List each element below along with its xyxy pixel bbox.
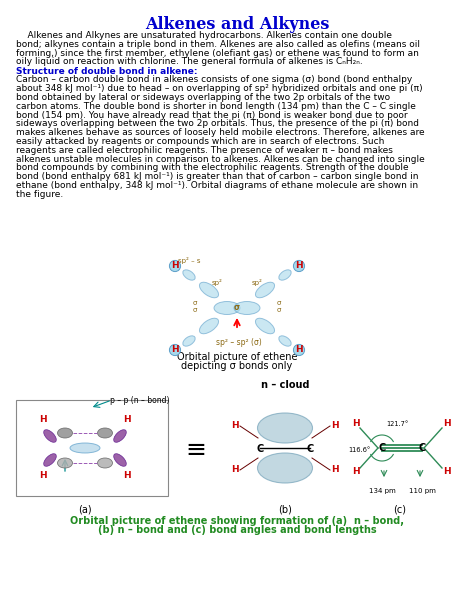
- Text: (b): (b): [278, 504, 292, 514]
- Ellipse shape: [114, 430, 127, 443]
- Text: H: H: [123, 471, 131, 481]
- Text: H: H: [295, 262, 303, 270]
- Text: bond obtained by lateral or sideways overlapping of the two 2p orbitals of the t: bond obtained by lateral or sideways ove…: [16, 93, 390, 102]
- Ellipse shape: [234, 302, 260, 314]
- Ellipse shape: [57, 458, 73, 468]
- Text: H: H: [39, 471, 47, 481]
- Ellipse shape: [44, 430, 56, 443]
- Text: bond (bond enthalpy 681 kJ mol⁻¹) is greater than that of carbon – carbon single: bond (bond enthalpy 681 kJ mol⁻¹) is gre…: [16, 172, 419, 181]
- Ellipse shape: [214, 302, 240, 314]
- Text: σ: σ: [234, 302, 240, 311]
- Text: H: H: [295, 346, 303, 354]
- Ellipse shape: [114, 454, 127, 466]
- Ellipse shape: [98, 458, 112, 468]
- Ellipse shape: [255, 282, 274, 298]
- Text: C: C: [306, 444, 314, 454]
- Text: sp²: sp²: [211, 278, 222, 286]
- Ellipse shape: [257, 413, 312, 443]
- Text: H: H: [231, 465, 239, 474]
- Text: depicting σ bonds only: depicting σ bonds only: [182, 361, 292, 371]
- Text: C: C: [378, 443, 386, 453]
- Ellipse shape: [200, 318, 219, 333]
- Text: alkenes unstable molecules in comparison to alkenes. Alkenes can be changed into: alkenes unstable molecules in comparison…: [16, 154, 425, 164]
- Text: C: C: [256, 444, 264, 454]
- Text: makes alkenes behave as sources of loosely held mobile electrons. Therefore, alk: makes alkenes behave as sources of loose…: [16, 128, 425, 137]
- Text: n – cloud: n – cloud: [261, 380, 309, 390]
- Text: 121.7°: 121.7°: [386, 421, 408, 427]
- Text: H: H: [331, 422, 339, 430]
- Text: sideways overlapping between the two 2p orbitals. Thus, the presence of the pi (: sideways overlapping between the two 2p …: [16, 120, 419, 129]
- Text: Alkenes and Alkynes are unsaturated hydrocarbons. Alkenes contain one double: Alkenes and Alkynes are unsaturated hydr…: [16, 31, 392, 40]
- Text: H: H: [331, 465, 339, 474]
- Text: (c): (c): [393, 504, 407, 514]
- Text: 110 pm: 110 pm: [409, 488, 436, 494]
- Ellipse shape: [183, 336, 195, 346]
- Text: Structure of double bond in alkene:: Structure of double bond in alkene:: [16, 67, 198, 75]
- Text: bond (154 pm). You have already read that the pi (π) bond is weaker bond due to : bond (154 pm). You have already read tha…: [16, 111, 408, 120]
- Ellipse shape: [57, 428, 73, 438]
- Text: forming,) since the first member, ethylene (olefiant gas) or ethene was found to: forming,) since the first member, ethyle…: [16, 48, 419, 58]
- Text: easily attacked by reagents or compounds which are in search of electrons. Such: easily attacked by reagents or compounds…: [16, 137, 384, 146]
- Text: carbon atoms. The double bond is shorter in bond length (134 pm) than the C – C : carbon atoms. The double bond is shorter…: [16, 102, 416, 111]
- Ellipse shape: [183, 270, 195, 280]
- Text: Alkenes and Alkynes: Alkenes and Alkynes: [145, 16, 329, 33]
- Text: sp²: sp²: [252, 278, 263, 286]
- Text: H: H: [123, 416, 131, 424]
- Text: H: H: [443, 468, 451, 476]
- Text: H: H: [443, 419, 451, 428]
- Text: p – p (n – bond): p – p (n – bond): [110, 396, 170, 405]
- Text: sp² – s: sp² – s: [178, 256, 200, 264]
- Text: H: H: [39, 416, 47, 424]
- Text: 116.6°: 116.6°: [348, 447, 370, 453]
- Text: 134 pm: 134 pm: [369, 488, 395, 494]
- Text: H: H: [171, 262, 179, 270]
- Ellipse shape: [279, 336, 291, 346]
- Text: (b) n – bond and (c) bond angles and bond lengths: (b) n – bond and (c) bond angles and bon…: [98, 525, 376, 535]
- Text: reagents are called electrophilic reagents. The presence of weaker π – bond make: reagents are called electrophilic reagen…: [16, 146, 393, 155]
- Ellipse shape: [200, 282, 219, 298]
- Ellipse shape: [257, 453, 312, 483]
- Text: about 348 kJ mol⁻¹) due to head – on overlapping of sp² hybridized orbitals and : about 348 kJ mol⁻¹) due to head – on ove…: [16, 85, 423, 93]
- Bar: [16, 400, 168, 496]
- Ellipse shape: [279, 270, 291, 280]
- Text: ≡: ≡: [185, 438, 207, 462]
- Text: the figure.: the figure.: [16, 190, 63, 199]
- Text: oily liquid on reaction with chlorine. The general formula of alkenes is CₙH₂ₙ.: oily liquid on reaction with chlorine. T…: [16, 58, 363, 66]
- Ellipse shape: [70, 443, 100, 453]
- Text: Carbon – carbon double bond in alkenes consists of one sigma (σ) bond (bond enth: Carbon – carbon double bond in alkenes c…: [16, 75, 412, 85]
- Ellipse shape: [255, 318, 274, 333]
- Ellipse shape: [98, 428, 112, 438]
- Text: H: H: [352, 419, 360, 428]
- Ellipse shape: [44, 454, 56, 466]
- Text: σ: σ: [277, 300, 281, 306]
- Text: σ: σ: [193, 307, 197, 313]
- Text: Orbital picture of ethene showing formation of (a)  n – bond,: Orbital picture of ethene showing format…: [70, 516, 404, 526]
- Text: (a): (a): [78, 504, 92, 514]
- Text: H: H: [231, 422, 239, 430]
- Text: σ: σ: [277, 307, 281, 313]
- Text: bond compounds by combining with the electrophilic reagents. Strength of the dou: bond compounds by combining with the ele…: [16, 164, 409, 172]
- Text: Orbital picture of ethene: Orbital picture of ethene: [177, 352, 297, 362]
- Text: C: C: [419, 443, 426, 453]
- Text: H: H: [171, 346, 179, 354]
- Text: σ: σ: [193, 300, 197, 306]
- Text: bond; alkynes contain a triple bond in them. Alkenes are also called as olefins : bond; alkynes contain a triple bond in t…: [16, 40, 420, 49]
- Text: H: H: [352, 468, 360, 476]
- Text: ethane (bond enthalpy, 348 kJ mol⁻¹). Orbital diagrams of ethane molecule are sh: ethane (bond enthalpy, 348 kJ mol⁻¹). Or…: [16, 181, 418, 190]
- Text: sp² – sp² (σ): sp² – sp² (σ): [216, 338, 262, 347]
